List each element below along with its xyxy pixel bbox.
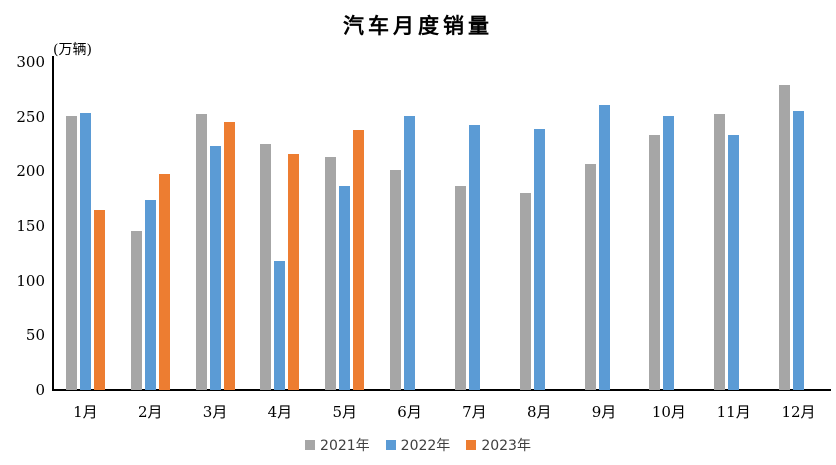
legend-swatch-icon [305, 440, 316, 450]
bar-2022年-3月 [209, 145, 221, 390]
bar-2023年-1月 [93, 209, 105, 390]
bar-2021年-12月 [779, 85, 791, 390]
bar-2022年-7月 [468, 125, 480, 390]
plot-area [53, 62, 831, 390]
bar-2021年-6月 [390, 169, 402, 390]
bar-group-9月 [572, 62, 637, 390]
x-tick-label-9月: 9月 [591, 403, 617, 421]
bar-2021年-7月 [454, 186, 466, 390]
bar-group-4月 [247, 62, 312, 390]
x-tick-label-6月: 6月 [397, 403, 422, 421]
bar-2021年-9月 [584, 164, 596, 390]
bar-2021年-1月 [65, 116, 77, 390]
legend-item-2022年: 2022年 [385, 435, 451, 455]
bar-2022年-5月 [339, 186, 351, 390]
bar-2022年-4月 [274, 260, 286, 390]
y-tick-label: 300 [16, 53, 45, 71]
bar-2022年-1月 [79, 113, 91, 390]
legend-item-2021年: 2021年 [305, 435, 370, 455]
bar-2022年-12月 [793, 110, 805, 390]
bar-2022年-9月 [598, 104, 610, 390]
x-tick-label-5月: 5月 [332, 403, 357, 421]
x-tick-label-8月: 8月 [526, 403, 552, 421]
y-tick-label: 150 [16, 217, 45, 235]
bar-2021年-5月 [325, 157, 337, 390]
bar-2022年-10月 [663, 116, 675, 390]
x-tick-label-7月: 7月 [462, 403, 487, 421]
legend: 2021年 2022年 2023年 [0, 435, 836, 455]
bar-2022年-11月 [728, 135, 740, 390]
bar-2023年-4月 [288, 153, 300, 390]
x-tick-label-10月: 10月 [651, 403, 686, 421]
y-tick-label: 100 [16, 271, 45, 290]
bar-2022年-6月 [404, 116, 416, 390]
bar-group-6月 [377, 62, 442, 390]
bar-group-10月 [636, 62, 701, 390]
bar-group-12月 [766, 62, 831, 390]
bar-2021年-4月 [260, 143, 272, 390]
legend-label: 2023年 [481, 438, 531, 454]
bar-group-5月 [312, 62, 377, 390]
x-tick-label-12月: 12月 [781, 403, 816, 421]
y-tick-label: 200 [16, 162, 45, 181]
bar-group-1月 [53, 62, 118, 390]
legend-item-2023年: 2023年 [466, 435, 531, 455]
x-tick-label-4月: 4月 [267, 403, 293, 421]
y-axis-line [52, 56, 54, 390]
bar-2021年-3月 [195, 113, 207, 390]
y-tick-label: 250 [16, 107, 45, 126]
x-axis-line [52, 389, 831, 391]
bar-2021年-2月 [130, 230, 142, 390]
y-tick-label: 0 [35, 381, 45, 399]
bar-group-8月 [507, 62, 572, 390]
x-tick-label-11月: 11月 [716, 403, 751, 421]
bar-2023年-2月 [158, 173, 170, 390]
bar-2023年-5月 [353, 129, 365, 390]
y-tick-label: 50 [25, 326, 45, 345]
legend-swatch-icon [385, 440, 396, 450]
bar-2021年-11月 [714, 114, 726, 390]
chart-title: 汽车月度销量 [343, 13, 493, 38]
bar-2022年-2月 [144, 200, 156, 390]
bar-2023年-3月 [223, 122, 235, 390]
bar-2021年-10月 [649, 134, 661, 390]
x-tick-label-3月: 3月 [202, 403, 228, 421]
x-axis-tick-labels: 1月 2月 3月 4月 5月 6月 7月 8月 9月 10月 11月 12月 [53, 401, 831, 422]
legend-label: 2021年 [320, 438, 370, 454]
bar-2021年-8月 [519, 193, 531, 390]
y-axis-unit-label: (万辆) [53, 42, 92, 58]
x-tick-label-1月: 1月 [73, 403, 98, 421]
legend-swatch-icon [466, 440, 477, 450]
x-tick-label-2月: 2月 [137, 403, 163, 421]
bar-group-3月 [183, 62, 248, 390]
bar-group-7月 [442, 62, 507, 390]
legend-label: 2022年 [400, 438, 451, 454]
bar-group-2月 [118, 62, 183, 390]
bar-2022年-8月 [533, 129, 545, 390]
bar-group-11月 [701, 62, 766, 390]
